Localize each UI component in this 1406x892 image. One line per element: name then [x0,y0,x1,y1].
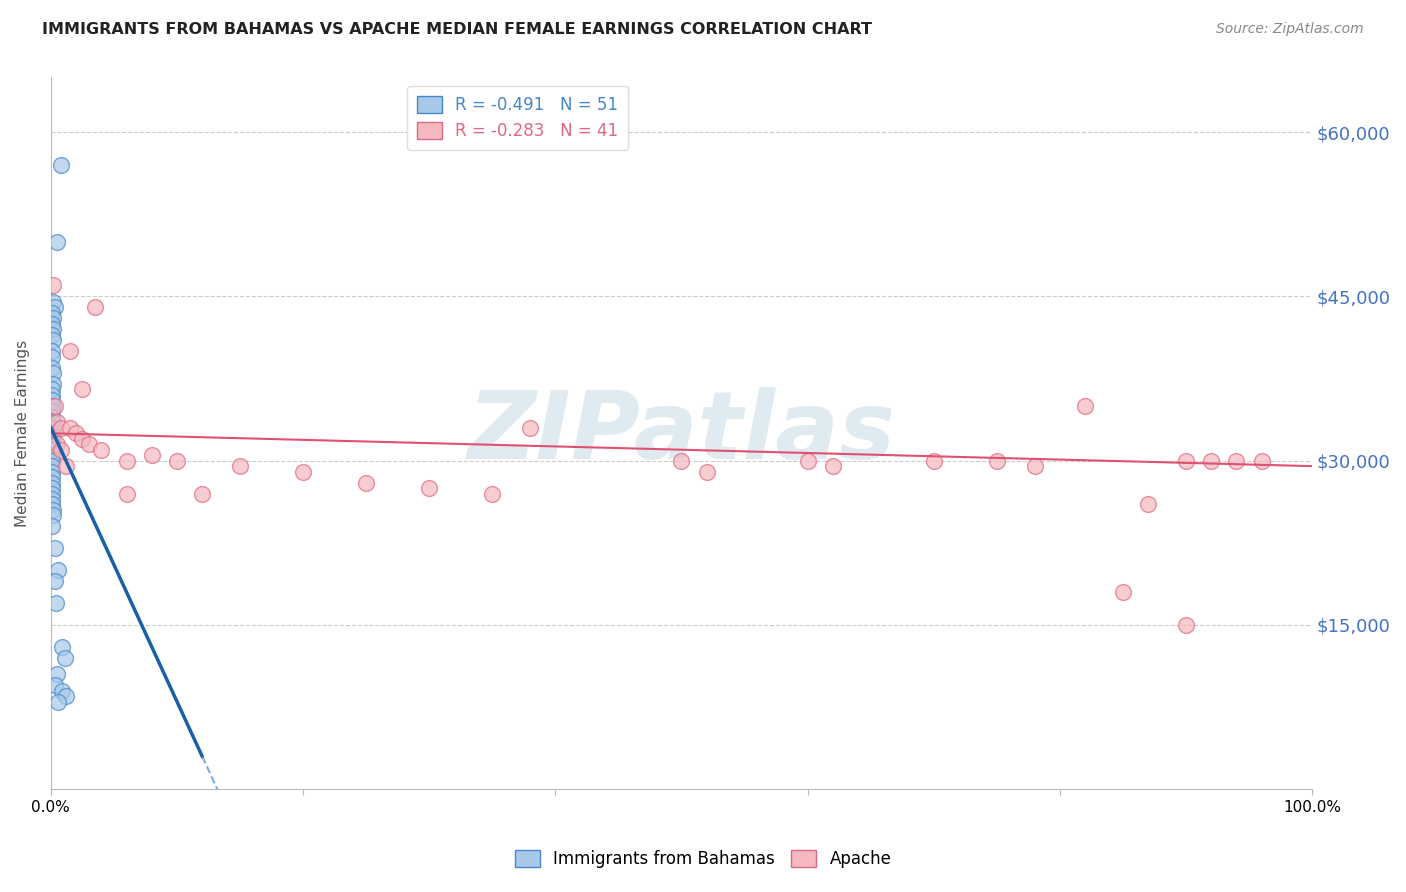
Point [41,481,63,495]
Point [44,399,66,413]
Point [1024,459,1046,474]
Point [41,317,63,331]
Point [44,678,66,692]
Point [821,459,844,474]
Point [45,596,67,610]
Point [1199,453,1222,467]
Point [166,453,188,467]
Point [1112,585,1135,599]
Point [48,694,70,708]
Point [42,415,65,429]
Point [46,667,69,681]
Point [44,541,66,556]
Point [77,437,100,451]
Point [42,503,65,517]
Point [229,459,252,474]
Point [115,486,138,500]
Point [53,650,76,665]
Point [41,421,63,435]
Point [41,475,63,490]
Point [42,399,65,413]
Point [41,491,63,506]
Point [41,459,63,474]
Point [42,322,65,336]
Text: IMMIGRANTS FROM BAHAMAS VS APACHE MEDIAN FEMALE EARNINGS CORRELATION CHART: IMMIGRANTS FROM BAHAMAS VS APACHE MEDIAN… [42,22,872,37]
Point [41,306,63,320]
Point [41,393,63,408]
Point [115,453,138,467]
Point [42,432,65,446]
Point [41,404,63,418]
Point [41,360,63,375]
Point [41,519,63,533]
Point [41,470,63,484]
Point [59,344,82,359]
Point [671,453,693,467]
Point [84,301,107,315]
Point [41,437,63,451]
Point [55,689,77,703]
Point [41,453,63,467]
Point [90,442,112,457]
Point [46,437,69,451]
Point [59,421,82,435]
Point [1250,453,1272,467]
Point [922,453,945,467]
Point [1074,399,1097,413]
Point [696,465,718,479]
Point [42,311,65,326]
Point [41,344,63,359]
Point [51,640,73,654]
Point [42,278,65,293]
Point [354,475,377,490]
Point [42,366,65,380]
Point [986,453,1008,467]
Point [49,442,72,457]
Point [41,448,63,462]
Point [49,421,72,435]
Point [41,465,63,479]
Point [1225,453,1247,467]
Point [41,350,63,364]
Point [1175,618,1198,632]
Point [519,421,541,435]
Point [44,301,66,315]
Point [48,563,70,577]
Point [41,388,63,402]
Point [41,486,63,500]
Point [141,448,163,462]
Point [42,294,65,309]
Point [418,481,440,495]
Point [72,432,94,446]
Point [41,498,63,512]
Y-axis label: Median Female Earnings: Median Female Earnings [15,340,30,527]
Point [49,158,72,172]
Point [42,377,65,392]
Point [42,442,65,457]
Text: ZIPatlas: ZIPatlas [467,387,896,479]
Point [42,333,65,347]
Text: Source: ZipAtlas.com: Source: ZipAtlas.com [1216,22,1364,37]
Point [42,426,65,441]
Point [72,383,94,397]
Point [42,508,65,523]
Point [292,465,315,479]
Point [55,459,77,474]
Point [481,486,503,500]
Point [44,574,66,588]
Point [51,683,73,698]
Point [41,383,63,397]
Point [796,453,818,467]
Point [46,235,69,249]
Point [46,415,69,429]
Legend: R = -0.491   N = 51, R = -0.283   N = 41: R = -0.491 N = 51, R = -0.283 N = 41 [406,86,628,151]
Point [65,426,87,441]
Point [1175,453,1198,467]
Point [41,409,63,424]
Point [191,486,214,500]
Point [41,327,63,342]
Legend: Immigrants from Bahamas, Apache: Immigrants from Bahamas, Apache [508,843,898,875]
Point [1137,498,1160,512]
